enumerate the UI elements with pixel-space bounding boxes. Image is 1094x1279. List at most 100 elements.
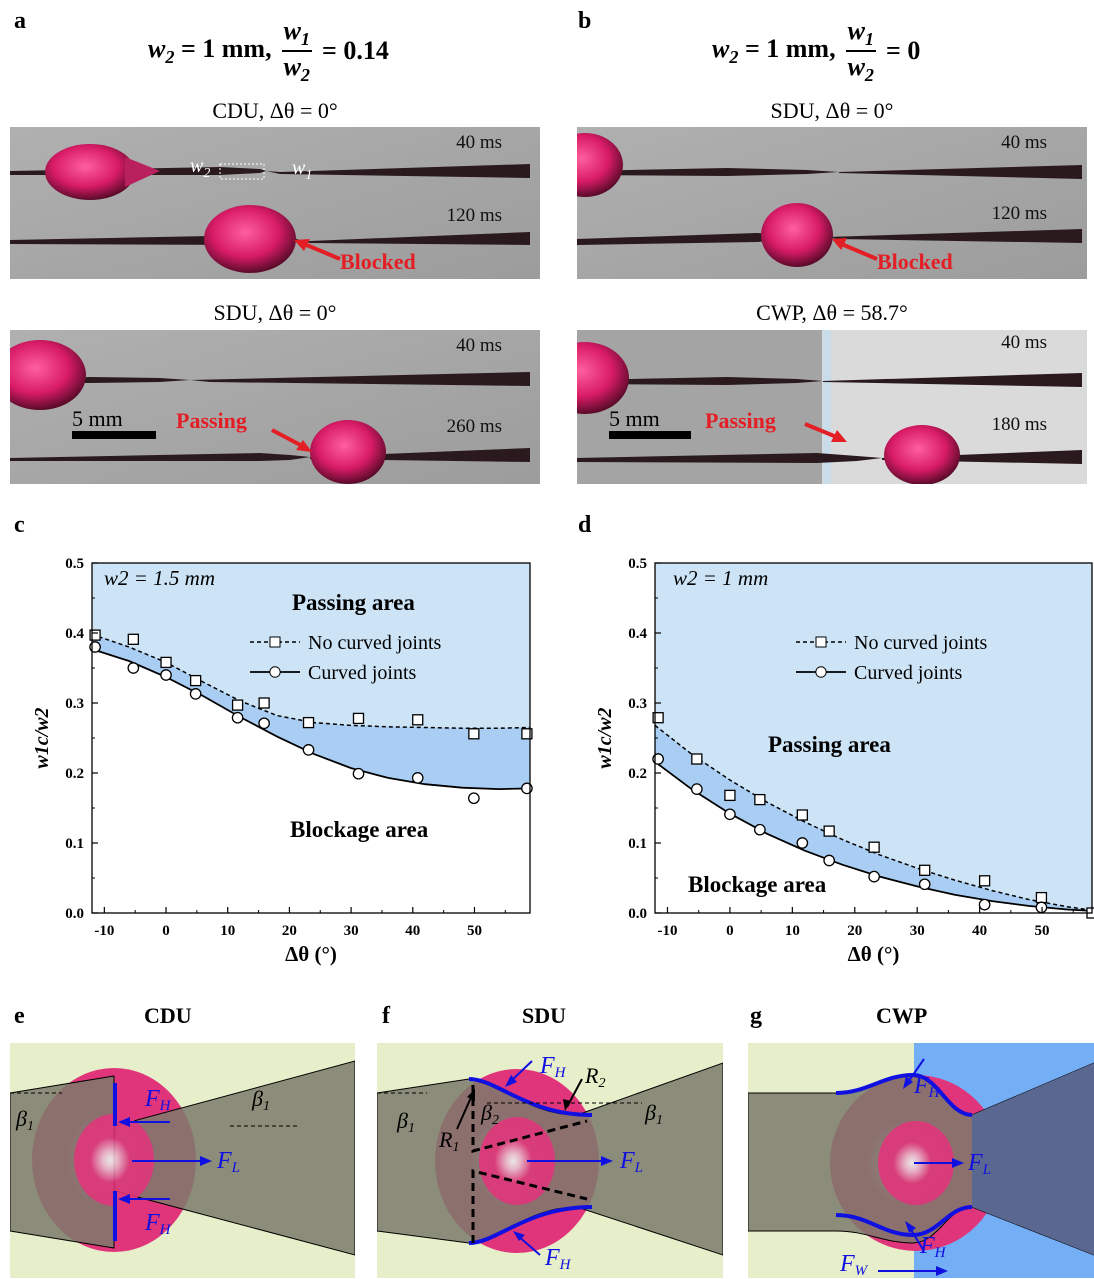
x-tick-label: 0 [726,923,734,939]
beta1-label: β1 [251,1086,270,1114]
panel-b-bottom-photo-svg [577,330,1087,484]
y-tick-label: 0.1 [65,836,84,852]
data-point-circle [724,808,736,821]
data-point-square [160,656,172,669]
data-point-square [868,841,880,853]
time-label: 120 ms [991,203,1047,224]
data-point-circle [796,837,809,849]
panel-label-g: g [750,1003,762,1029]
x-tick-label: 50 [1035,923,1050,939]
panel-f-title: SDU [522,1003,567,1028]
panel-a-top-title: CDU, Δθ = 0° [212,98,338,123]
y-tick-label: 0.2 [65,766,84,782]
force-fl-label: FL [216,1148,240,1176]
beta1-label: β1 [396,1108,415,1136]
region-label-passing: Passing area [768,732,891,757]
data-point-square [127,633,139,645]
scale-bar [609,431,691,439]
transition-region [92,634,530,790]
w1-label: w1 [292,157,313,183]
y-tick-label: 0.2 [628,766,647,782]
x-tick-label: 40 [405,923,420,939]
data-point-circle [231,711,244,724]
time-label: 120 ms [446,205,502,226]
panel-label-e: e [14,1003,25,1029]
data-point-circle [127,662,140,674]
data-point-square [352,712,365,725]
time-label: 180 ms [991,414,1047,435]
legend-marker-circle [269,666,281,678]
panel-b-bottom-photo: 40 ms 180 ms 5 mm Passing [577,330,1087,484]
legend-label: No curved joints [308,632,442,654]
force-fl-label: FL [967,1150,991,1178]
y-tick-label: 0.0 [65,906,84,922]
blocked-label: Blocked [877,249,953,274]
data-point-square [189,674,202,687]
x-tick-label: 10 [785,923,800,939]
scale-label: 5 mm [72,406,123,431]
y-axis-label: w1c/w2 [31,707,53,768]
passing-label: Passing [705,408,776,433]
panel-a-top-photo-svg [10,127,540,279]
data-point-circle [411,772,424,784]
data-point-square [412,714,424,726]
r2-label: R2 [584,1063,605,1091]
panel-a-bottom-photo: 40 ms 260 ms 5 mm Passing [10,330,540,484]
panel-label-a: a [14,8,26,34]
data-point-circle [189,688,202,700]
chart-c: -10 0 10 20 30 40 50 0.0 0.1 0.2 0.3 0.4 0.5 Δθ (°) w1… [31,556,533,966]
x-tick-label: 30 [910,923,925,939]
panel-label-c: c [14,512,25,538]
panel-a-bottom-photo-svg [10,330,540,484]
panel-b-top-photo: 40 ms 120 ms Blocked [577,127,1087,279]
data-point-square [231,699,244,711]
panel-g-title: CWP [876,1003,928,1028]
y-tick-label: 0.5 [628,556,647,572]
data-point-square [652,712,664,724]
y-tick-label: 0.0 [628,906,647,922]
data-point-square [978,875,991,887]
region-label-passing: Passing area [292,590,415,615]
x-tick-label: -10 [94,923,114,939]
data-point-square [754,793,766,806]
data-point-circle [160,669,172,681]
data-point-square [724,789,736,802]
scale-label: 5 mm [609,406,660,431]
data-point-square [823,825,835,837]
beta1-label: β1 [15,1106,34,1134]
x-axis-label: Δθ (°) [848,942,900,966]
chart-annotation: w2 = 1.5 mm [104,566,215,590]
blocked-label: Blocked [340,249,416,274]
region-label-blockage: Blockage area [290,817,429,842]
panel-b-top-title: SDU, Δθ = 0° [770,98,894,123]
force-fh-label: FH [913,1073,941,1101]
legend-label: No curved joints [854,632,988,654]
time-label: 40 ms [1001,332,1047,353]
panel-b-top-photo-svg [577,127,1087,279]
chart-annotation: w2 = 1 mm [673,566,768,590]
panel-label-b: b [578,8,592,34]
panel-b-equation: w2 = 1 mm, w1 w2 = 0 [712,16,921,86]
time-label: 40 ms [1001,132,1047,153]
panel-e-title: CDU [144,1003,192,1028]
region-label-blockage: Blockage area [688,872,827,897]
legend-marker-square [815,636,827,648]
beta1-label: β1 [644,1100,663,1128]
scale-bar [72,431,156,439]
data-point-circle [302,744,315,756]
legend-label: Curved joints [854,662,963,684]
data-point-square [919,864,931,876]
x-tick-label: 20 [282,923,297,939]
panel-label-f: f [382,1003,390,1029]
chart-d: -10 0 10 20 30 40 50 0.0 0.1 0.2 0.3 0.4 0.5 Δθ (°) w1… [594,556,1094,966]
force-fh-label: FH [144,1210,172,1238]
legend-marker-square [269,636,281,648]
force-fh-label: FH [539,1053,567,1081]
data-point-circle [754,823,766,836]
r1-label: R1 [438,1127,459,1155]
time-label: 260 ms [446,416,502,437]
data-point-square [1035,891,1048,904]
data-point-circle [258,717,270,730]
force-fh-label: FH [544,1245,572,1273]
time-label: 40 ms [456,132,502,153]
